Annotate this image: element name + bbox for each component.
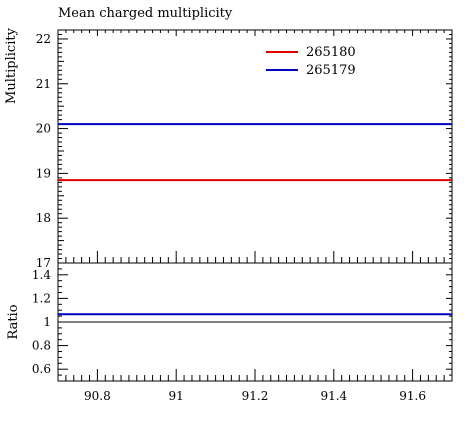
ratio-y-tick-label: 0.6 xyxy=(32,362,51,376)
ratio-y-tick-label: 0.8 xyxy=(32,339,51,353)
main-ylabel: Multiplicity xyxy=(4,27,19,104)
main-plot-frame xyxy=(57,29,453,264)
x-tick-label: 91.2 xyxy=(242,389,269,403)
main-y-tick-label: 20 xyxy=(36,122,51,136)
main-y-tick-label: 22 xyxy=(36,32,51,46)
main-y-tick-label: 17 xyxy=(36,256,51,270)
legend: 265180 265179 xyxy=(266,45,356,78)
chart-title: Mean charged multiplicity xyxy=(58,6,233,21)
x-tick-label: 91.4 xyxy=(320,389,347,403)
main-y-tick-label: 21 xyxy=(36,77,51,91)
main-y-tick-label: 19 xyxy=(36,166,51,180)
ratio-y-tick-label: 1 xyxy=(43,315,51,329)
ratio-y-tick-label: 1.4 xyxy=(32,268,51,282)
ratio-y-tick-label: 1.2 xyxy=(32,291,51,305)
main-y-tick-label: 18 xyxy=(36,211,51,225)
ratio-ylabel: Ratio xyxy=(6,304,21,339)
x-tick-label: 91.6 xyxy=(399,389,426,403)
legend-label: 265180 xyxy=(306,45,356,60)
ratio-series-group xyxy=(58,313,452,323)
x-tick-label: 91 xyxy=(169,389,184,403)
main-axis-ticks: 17 18 19 20 21 22 xyxy=(36,29,453,270)
main-series-group xyxy=(58,123,452,182)
x-tick-label: 90.8 xyxy=(84,389,111,403)
ratio-axis-ticks: 90.8 91 91.2 91.4 91.6 0.6 0.8 1 1.2 1.4 xyxy=(32,262,453,403)
legend-label: 265179 xyxy=(306,63,356,78)
